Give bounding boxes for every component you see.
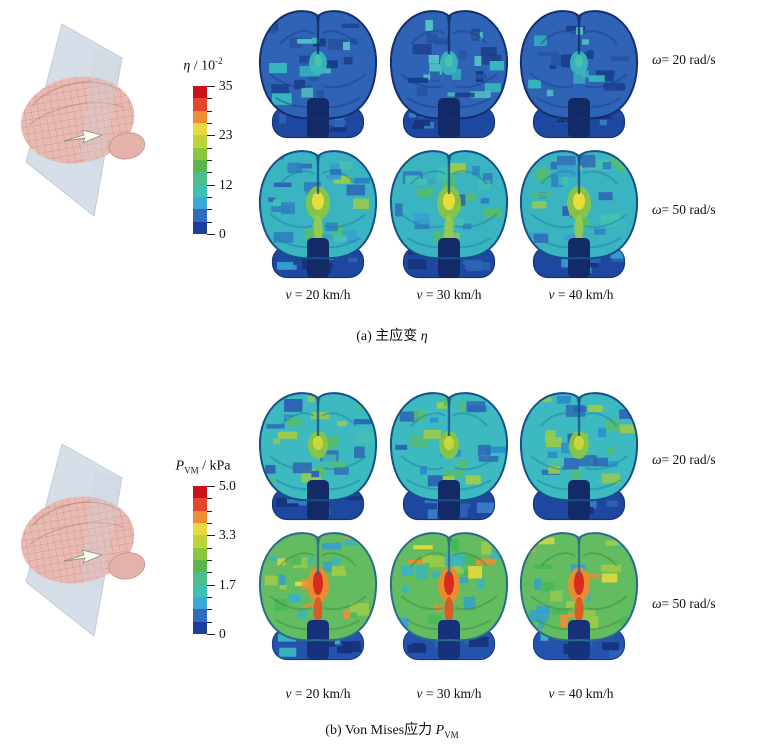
omega-symbol: ω bbox=[652, 202, 662, 217]
impact-arrow-icon bbox=[63, 129, 104, 144]
colorbar-tick-label: 0 bbox=[219, 626, 226, 641]
contour-a-w20-v30 bbox=[387, 6, 511, 140]
colorbar-b: 5.0 3.3 1.7 0 bbox=[193, 478, 253, 641]
brain-model-3d bbox=[6, 440, 154, 638]
contour-b-w50-v20 bbox=[256, 528, 380, 662]
panel-a: η / 10-2 35 23 12 0 bbox=[6, 6, 716, 344]
contour-b-w20-v30 bbox=[387, 388, 511, 522]
colorbar-tick-label: 23 bbox=[219, 127, 233, 143]
colorbar-tick-label: 1.7 bbox=[219, 576, 236, 592]
colorbar-a: 35 23 12 0 bbox=[193, 78, 253, 241]
col-label-a-v30: v = 30 km/h bbox=[416, 287, 482, 302]
contour-a-w20-v20 bbox=[256, 6, 380, 140]
colorbar-title-a: η / 10-2 bbox=[183, 56, 223, 74]
col-label-a-v20: v = 20 km/h bbox=[285, 287, 351, 302]
v-symbol: v bbox=[416, 287, 423, 302]
colorbar-tick-label: 0 bbox=[219, 226, 226, 241]
omega-symbol: ω bbox=[652, 452, 662, 467]
brain-model-3d bbox=[6, 20, 154, 218]
colorbar-title-b: PVM / kPa bbox=[175, 458, 231, 476]
contour-b-w50-v30 bbox=[387, 528, 511, 662]
v-symbol: v bbox=[416, 686, 423, 701]
row-label-b-omega20: ω= 20 rad/s bbox=[652, 452, 716, 467]
contour-b-w50-v40 bbox=[517, 528, 641, 662]
col-label-b-v20: v = 20 km/h bbox=[285, 686, 351, 701]
v-symbol: v bbox=[548, 686, 555, 701]
col-label-a-v40: v = 40 km/h bbox=[548, 287, 614, 302]
brain-mesh bbox=[21, 76, 146, 164]
row-label-a-omega50: ω= 50 rad/s bbox=[652, 202, 716, 217]
omega-symbol: ω bbox=[652, 596, 662, 611]
colorbar-gradient bbox=[193, 86, 207, 234]
row-label-b-omega50: ω= 50 rad/s bbox=[652, 596, 716, 611]
colorbar-tick-label: 35 bbox=[219, 78, 233, 93]
eta-symbol: η bbox=[183, 58, 191, 74]
v-symbol: v bbox=[285, 287, 292, 302]
colorbar-gradient bbox=[193, 486, 207, 634]
contour-b-w20-v20 bbox=[256, 388, 380, 522]
caption-b: (b) Von Mises应力 PVM bbox=[325, 723, 459, 740]
row-label-a-omega20: ω= 20 rad/s bbox=[652, 52, 716, 67]
col-label-b-v40: v = 40 km/h bbox=[548, 686, 614, 701]
brain-mesh bbox=[21, 496, 146, 584]
contour-a-w20-v40 bbox=[517, 6, 641, 140]
colorbar-tick-label: 5.0 bbox=[219, 478, 236, 493]
contour-a-w50-v40 bbox=[517, 146, 641, 280]
impact-arrow-icon bbox=[63, 549, 104, 564]
p-symbol: P bbox=[435, 723, 445, 738]
v-symbol: v bbox=[548, 287, 555, 302]
panel-b: PVM / kPa 5.0 3.3 1.7 0 bbox=[0, 380, 758, 751]
eta-symbol: η bbox=[420, 329, 428, 344]
p-symbol: P bbox=[175, 458, 185, 474]
omega-symbol: ω bbox=[652, 52, 662, 67]
v-symbol: v bbox=[285, 686, 292, 701]
colorbar-tick-label: 12 bbox=[219, 176, 233, 192]
contour-a-w50-v30 bbox=[387, 146, 511, 280]
contour-b-w20-v40 bbox=[517, 388, 641, 522]
caption-a: (a) 主应变 η bbox=[356, 329, 428, 344]
col-label-b-v30: v = 30 km/h bbox=[416, 686, 482, 701]
colorbar-tick-label: 3.3 bbox=[219, 527, 236, 543]
contour-a-w50-v20 bbox=[256, 146, 380, 280]
